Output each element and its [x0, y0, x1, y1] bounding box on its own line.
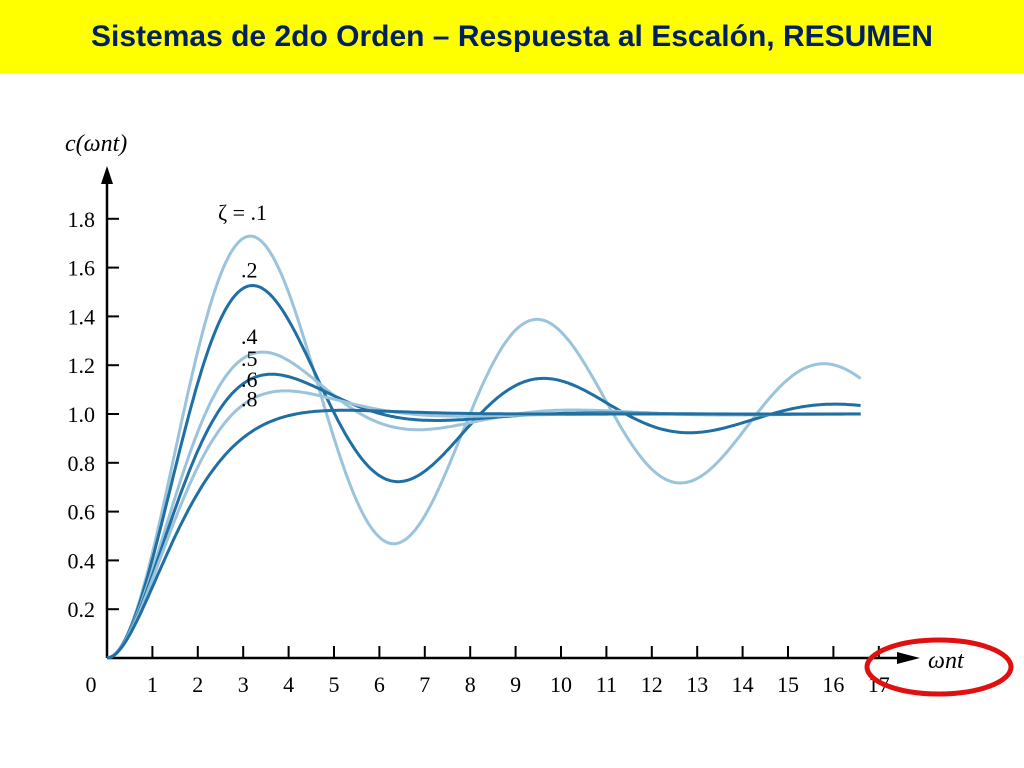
y-axis-title: c(ωnt) [65, 131, 127, 157]
series-line-zeta-6 [106, 389, 861, 660]
series-label-zeta-6: .6 [241, 367, 258, 392]
y-tick-label: 1.0 [68, 402, 96, 427]
y-tick-label: 0.4 [68, 548, 96, 573]
x-tick-label: 15 [777, 672, 799, 697]
series-label-zeta-2: .2 [241, 258, 258, 283]
x-tick-label: 0 [86, 672, 97, 697]
series-line-zeta-8 [106, 408, 861, 660]
x-tick-label: 9 [510, 672, 521, 697]
y-tick-label: 1.8 [68, 207, 96, 232]
x-tick-label: 2 [192, 672, 203, 697]
x-tick-label: 14 [732, 672, 754, 697]
y-tick-label: 0.8 [68, 451, 96, 476]
series-label-zeta-8: .8 [241, 386, 258, 411]
x-tick-label: 8 [465, 672, 476, 697]
y-tick-label: 0.2 [68, 597, 96, 622]
y-tick-label: 1.6 [68, 256, 96, 281]
x-tick-label: 6 [374, 672, 385, 697]
x-tick-label: 12 [641, 672, 663, 697]
series-line-zeta-4 [106, 350, 861, 660]
x-tick-label: 10 [550, 672, 572, 697]
x-axis-title: ωnt [928, 648, 965, 674]
chart-series [106, 234, 862, 660]
x-tick-label: 7 [419, 672, 430, 697]
slide-title: Sistemas de 2do Orden – Respuesta al Esc… [91, 20, 933, 53]
x-tick-label: 16 [822, 672, 844, 697]
x-tick-label: 3 [238, 672, 249, 697]
highlight-circle [864, 637, 1014, 697]
y-tick-label: 1.2 [68, 353, 96, 378]
series-line-zeta-2 [106, 283, 861, 660]
x-tick-label: 4 [283, 672, 294, 697]
axis-ticks: 0 1 2 3 4 5 6 7 8 9 10 11 12 13 14 15 16 170.20.40.60.81.… [68, 207, 890, 697]
series-label-zeta-5: .5 [241, 346, 258, 371]
y-axis-arrow [101, 166, 113, 184]
x-axis-arrow [897, 652, 920, 664]
series-label-zeta-1: ζ = .1 [218, 200, 267, 225]
x-tick-label: 11 [596, 672, 617, 697]
x-tick-label: 1 [147, 672, 158, 697]
x-tick-label: 5 [329, 672, 340, 697]
chart-axes [101, 166, 920, 664]
y-tick-label: 0.6 [68, 500, 96, 525]
title-banner: Sistemas de 2do Orden – Respuesta al Esc… [0, 0, 1024, 73]
y-tick-label: 1.4 [68, 304, 96, 329]
series-line-zeta-1 [106, 234, 862, 660]
x-tick-label: 13 [686, 672, 708, 697]
series-label-zeta-4: .4 [241, 324, 258, 349]
chart-labels: c(ωnt) ωnt ζ = .1 .2 .4.5.6.8 [65, 131, 965, 674]
